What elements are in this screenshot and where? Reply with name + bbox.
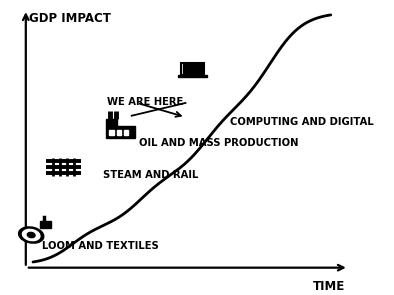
FancyBboxPatch shape: [110, 130, 114, 135]
FancyBboxPatch shape: [181, 63, 204, 75]
FancyBboxPatch shape: [117, 130, 121, 135]
Ellipse shape: [22, 230, 40, 241]
FancyBboxPatch shape: [183, 64, 203, 73]
FancyBboxPatch shape: [124, 130, 128, 135]
FancyBboxPatch shape: [40, 221, 51, 228]
Text: LOOM AND TEXTILES: LOOM AND TEXTILES: [42, 241, 159, 251]
Text: WE ARE HERE: WE ARE HERE: [106, 97, 183, 107]
Ellipse shape: [27, 232, 35, 238]
Text: GDP IMPACT: GDP IMPACT: [30, 12, 111, 25]
Text: STEAM AND RAIL: STEAM AND RAIL: [103, 170, 198, 180]
Text: OIL AND MASS PRODUCTION: OIL AND MASS PRODUCTION: [139, 138, 298, 148]
Text: TIME: TIME: [313, 281, 345, 294]
FancyBboxPatch shape: [106, 126, 135, 138]
FancyBboxPatch shape: [178, 75, 207, 77]
Ellipse shape: [19, 227, 44, 243]
Text: COMPUTING AND DIGITAL: COMPUTING AND DIGITAL: [230, 117, 374, 127]
FancyBboxPatch shape: [106, 119, 117, 126]
